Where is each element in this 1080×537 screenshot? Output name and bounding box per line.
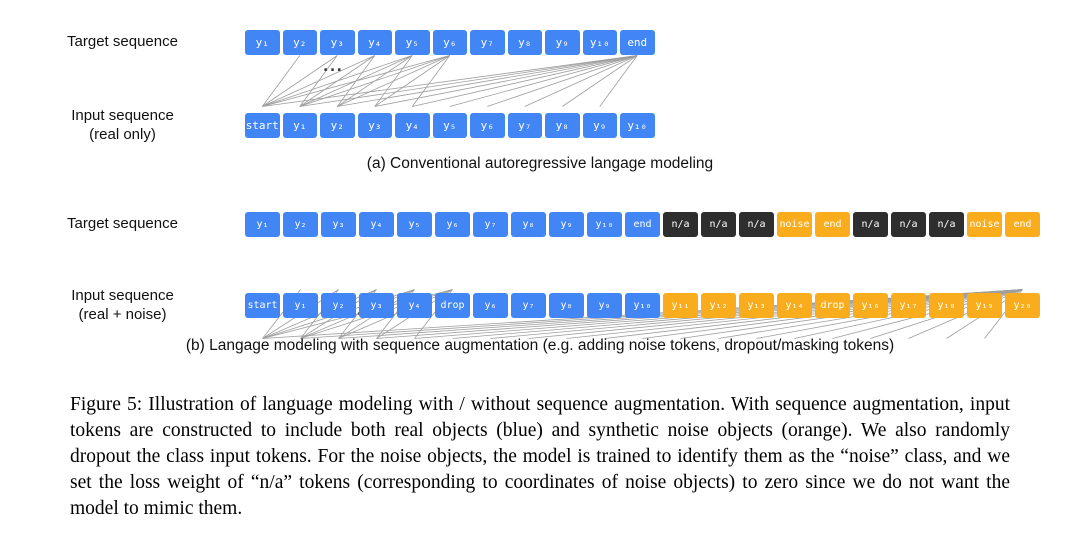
token: y₃ [359,293,394,319]
token: y₁₈ [929,293,964,319]
token: y₉ [587,293,622,319]
token: y₂ [321,293,356,319]
panel-b-target-label: Target sequence [67,215,178,233]
token: end [620,30,655,55]
token: drop [435,293,470,319]
panel-a-target-label: Target sequence [67,33,178,51]
token: y₄ [359,212,394,237]
token: y₄ [395,113,430,139]
panel-a-input-label: Input sequence (real only) [0,107,245,145]
token: n/a [891,212,926,237]
token: y₁₀ [582,30,617,55]
panel-b-input-label: Input sequence (real + noise) [0,287,245,325]
token: y₉ [545,30,580,55]
token: n/a [853,212,888,237]
panel-b-input-label-line2: (real + noise) [78,305,167,323]
panel-b-caption: (b) Langage modeling with sequence augme… [185,337,895,354]
token: end [1005,212,1040,237]
token: y₁ [245,212,280,237]
panel-a-input-tokens: start y₁ y₂ y₃ y₄ y₅ y₆ y₇ y₈ y₉ y₁₀ [245,113,655,139]
panel-b-input-label-line1: Input sequence [71,287,174,304]
token: y₂₀ [1005,293,1040,319]
token: y₈ [549,293,584,319]
token: y₇ [470,30,505,55]
token: end [815,212,850,237]
token: y₉ [582,113,617,139]
token: y₈ [511,212,546,237]
attention-lines-a [261,55,638,107]
token: y₁ [245,30,280,55]
panel-b-input-row: Input sequence (real + noise) start y₁ y₂ y… [0,287,1040,325]
token: y₂ [320,113,355,139]
panel-b-target-tokens: y₁ y₂ y₃ y₄ y₅ y₆ y₇ y₈ y₉ y₁₀ end n/a n/a n/a noise en… [245,212,1040,237]
token: noise [967,212,1002,237]
token: n/a [663,212,698,237]
token: y₅ [397,212,432,237]
token: n/a [739,212,774,237]
token: y₁₇ [891,293,926,319]
token: y₁ [282,113,317,139]
token: y₁₂ [701,293,736,319]
panel-b-target-row: Target sequence y₁ y₂ y₃ y₄ y₅ y₆ y₇ y₈ y₉ y₁₀ end… [0,212,1040,237]
token: noise [777,212,812,237]
token: y₈ [507,30,542,55]
token: y₄ [397,293,432,319]
panel-a-input-label-line2: (real only) [89,125,156,143]
token: y₁₆ [853,293,888,319]
token: n/a [701,212,736,237]
token: y₆ [432,30,467,55]
token: end [625,212,660,237]
token: y₇ [511,293,546,319]
token: y₃ [321,212,356,237]
token: y₈ [545,113,580,139]
token: y₁₄ [777,293,812,319]
token: y₁ [283,293,318,319]
figure-caption: Figure 5: Illustration of language model… [70,394,1010,519]
panel-b-input-tokens: start y₁ y₂ y₃ y₄ drop y₆ y₇ y₈ y₉ y₁₀ y₁₁ y₁₂ y₁₃ y₁₄… [245,293,1040,319]
panel-a-input-label-line1: Input sequence [71,107,174,124]
token: drop [815,293,850,319]
panel-a-ellipsis: ... [323,59,344,75]
token: y₆ [473,293,508,319]
token: y₇ [473,212,508,237]
token: y₆ [470,113,505,139]
token: y₁₀ [620,113,655,139]
panel-a-caption: (a) Conventional autoregressive langage … [366,155,714,172]
token: y₃ [320,30,355,55]
token: y₄ [357,30,392,55]
token: y₃ [357,113,392,139]
panel-a-target-row: Target sequence y₁ y₂ y₃ y₄ y₅ y₆ y₇ y₈ y₉ y₁₀ end [0,30,655,55]
token: y₇ [507,113,542,139]
token: y₁₀ [625,293,660,319]
token: y₁₉ [967,293,1002,319]
panel-a-input-row: Input sequence (real only) start y₁ y₂ y₃ y₄… [0,107,655,145]
token: y₆ [435,212,470,237]
token: y₁₃ [739,293,774,319]
token: y₁₁ [663,293,698,319]
panel-a-target-tokens: y₁ y₂ y₃ y₄ y₅ y₆ y₇ y₈ y₉ y₁₀ end [245,30,655,55]
token: y₂ [283,212,318,237]
token: y₅ [432,113,467,139]
token: start [245,293,280,319]
token: y₁₀ [587,212,622,237]
token: start [245,113,280,139]
token: n/a [929,212,964,237]
token: y₅ [395,30,430,55]
token: y₂ [282,30,317,55]
panel-a-connections: ... [245,55,649,107]
token: y₉ [549,212,584,237]
